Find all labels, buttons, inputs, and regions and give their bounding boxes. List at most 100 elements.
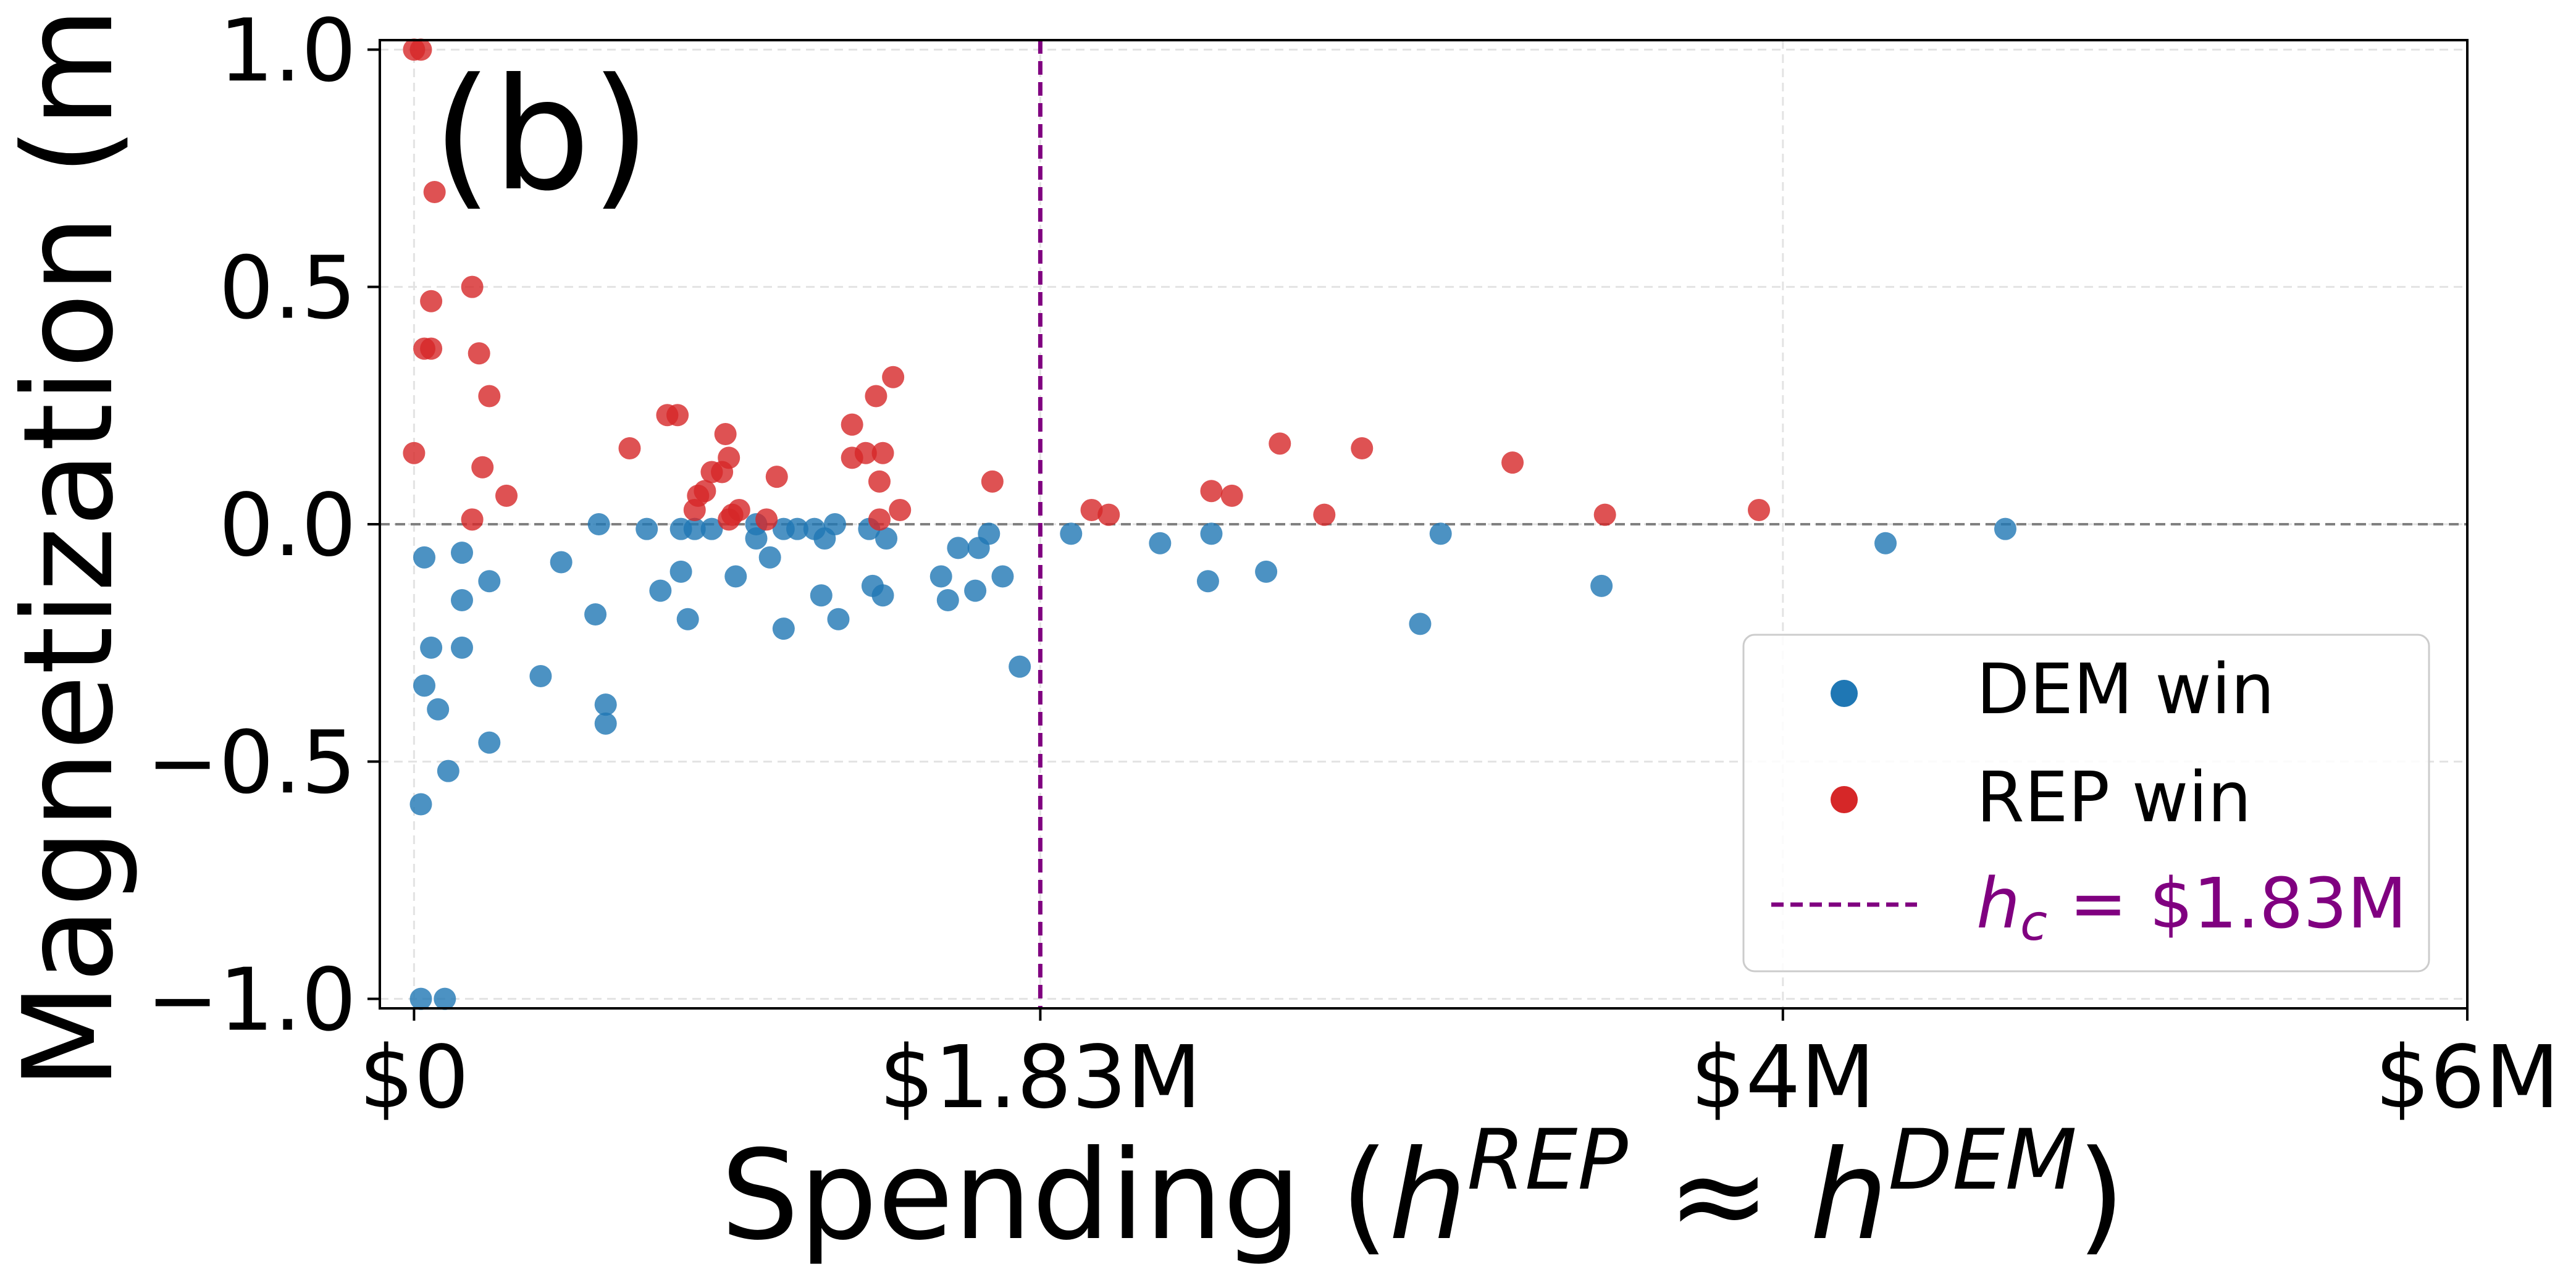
dem-win-point	[594, 712, 617, 735]
legend-box	[1742, 634, 2430, 973]
rep-win-point	[468, 342, 490, 365]
rep-win-point	[478, 385, 501, 408]
dem-win-point	[450, 636, 473, 659]
dem-win-point	[594, 693, 617, 716]
legend-threshold-label: hc = $1.83M	[1976, 864, 2407, 952]
x-axis-title-dem-superscript: DEM	[1888, 1111, 2077, 1208]
rep-win-point	[865, 385, 887, 408]
legend-dem-label: DEM win	[1976, 650, 2275, 730]
x-tick-label: $1.83M	[879, 1027, 1202, 1128]
dem-win-point	[1200, 522, 1223, 545]
dem-win-point	[875, 527, 898, 550]
dem-win-point	[1255, 560, 1278, 583]
dem-win-point	[420, 636, 443, 659]
rep-win-point	[495, 484, 518, 507]
dem-win-point	[649, 579, 672, 602]
x-axis-title-close: )	[2077, 1124, 2125, 1268]
rep-win-point	[1501, 451, 1524, 474]
y-tick-label: −0.5	[146, 713, 356, 813]
dem-win-point	[427, 698, 450, 721]
rep-win-point	[718, 446, 740, 469]
x-axis-title-h-dem: h	[1810, 1124, 1889, 1268]
dem-win-point	[529, 664, 552, 687]
dem-win-point	[947, 537, 970, 559]
dem-win-point	[772, 617, 795, 640]
rep-win-point	[409, 38, 432, 61]
rep-win-point	[1220, 484, 1243, 507]
dem-win-point	[1994, 517, 2016, 540]
x-tick-label: $6M	[2375, 1027, 2560, 1128]
dem-win-point	[724, 565, 747, 588]
x-axis-title-base: Spending (	[721, 1124, 1389, 1268]
rep-win-point	[403, 441, 426, 464]
dem-win-point	[936, 588, 959, 611]
dem-win-point	[1060, 522, 1083, 545]
dem-win-point	[683, 517, 706, 540]
dem-win-point	[478, 570, 501, 593]
dem-win-point	[1149, 532, 1172, 554]
dem-win-point	[827, 608, 850, 630]
dem-win-point	[450, 588, 473, 611]
y-tick-label: 0.5	[219, 238, 356, 339]
x-axis-title: Spending (hREP ≈ hDEM)	[721, 1111, 2125, 1268]
rep-win-point	[618, 437, 641, 460]
y-tick-label: 0.0	[219, 475, 356, 576]
dem-win-point	[413, 674, 436, 697]
rep-win-point	[868, 470, 891, 493]
dem-win-point	[700, 517, 723, 540]
x-tick-label: $0	[359, 1027, 469, 1128]
rep-win-point	[694, 480, 716, 503]
dem-win-point	[669, 560, 692, 583]
rep-win-point	[420, 337, 443, 360]
dem-win-point	[437, 759, 459, 782]
y-tick-label: −1.0	[146, 950, 356, 1051]
legend-threshold-h: h	[1976, 864, 2020, 944]
dem-win-point	[1874, 532, 1897, 554]
axis-ticks: $0 $1.83M $4M $6M 1.0 0.5 0.0 −0.5 −1.0	[146, 1, 2559, 1128]
x-axis-title-rep-superscript: REP	[1467, 1111, 1628, 1208]
dem-win-point	[409, 987, 432, 1010]
rep-win-point	[841, 413, 863, 436]
rep-win-point	[471, 456, 494, 479]
dem-win-point	[1409, 613, 1432, 635]
dem-win-point	[823, 513, 846, 535]
rep-win-point	[868, 508, 891, 531]
dem-win-point	[584, 603, 607, 626]
dem-win-point	[991, 565, 1014, 588]
legend-threshold-subscript: c	[2020, 894, 2047, 952]
rep-win-point	[871, 441, 894, 464]
series-rep-win	[403, 38, 1771, 531]
legend-rep-label: REP win	[1976, 758, 2251, 838]
dem-win-point	[871, 584, 894, 607]
dem-win-point	[1429, 522, 1452, 545]
x-tick-label: $4M	[1690, 1027, 1875, 1128]
series-dem-win	[409, 513, 2016, 1010]
x-axis-title-h-rep: h	[1389, 1124, 1467, 1268]
rep-win-point	[461, 508, 484, 531]
legend-dem-marker	[1831, 680, 1858, 707]
rep-win-point	[1748, 498, 1771, 521]
dem-win-point	[676, 608, 699, 630]
x-axis-title-approx: ≈	[1628, 1124, 1810, 1268]
dem-win-point	[478, 731, 501, 754]
rep-win-point	[1351, 437, 1374, 460]
dem-win-point	[1196, 570, 1219, 593]
rep-win-point	[423, 180, 446, 203]
dem-win-point	[1590, 574, 1613, 597]
rep-win-point	[1080, 498, 1103, 521]
y-tick-label: 1.0	[219, 1, 356, 101]
dem-win-point	[1009, 655, 1031, 678]
rep-win-point	[1313, 503, 1336, 526]
dem-win-point	[810, 584, 833, 607]
dem-win-point	[587, 513, 610, 535]
dem-win-point	[978, 522, 1001, 545]
rep-win-point	[981, 470, 1004, 493]
dem-win-point	[434, 987, 456, 1010]
rep-win-point	[714, 422, 737, 445]
dem-win-point	[929, 565, 952, 588]
rep-win-point	[728, 498, 750, 521]
legend: DEM win REP win hc = $1.83M	[1742, 634, 2430, 973]
dem-win-point	[409, 793, 432, 816]
rep-win-point	[666, 404, 689, 427]
